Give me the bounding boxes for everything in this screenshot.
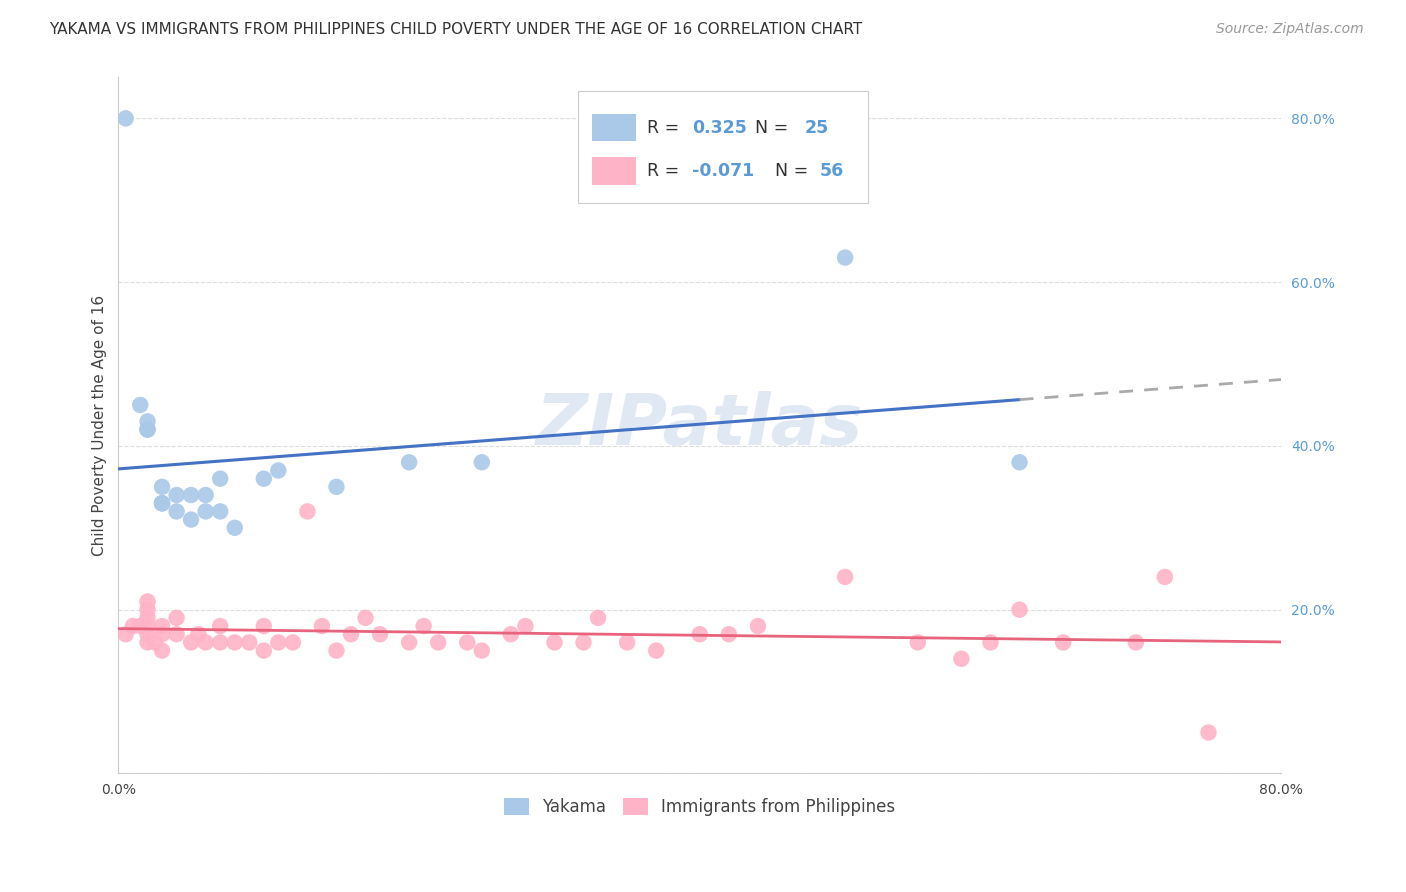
- Point: [543, 635, 565, 649]
- Point: [166, 611, 188, 625]
- Point: [1008, 455, 1031, 469]
- Text: N =: N =: [744, 119, 794, 136]
- Point: [616, 635, 638, 649]
- Point: [150, 619, 173, 633]
- Point: [311, 619, 333, 633]
- Point: [150, 496, 173, 510]
- Point: [180, 513, 202, 527]
- Point: [209, 504, 232, 518]
- Point: [238, 635, 260, 649]
- Point: [1008, 602, 1031, 616]
- FancyBboxPatch shape: [592, 113, 636, 142]
- Point: [209, 619, 232, 633]
- Point: [136, 594, 159, 608]
- Point: [150, 643, 173, 657]
- Text: Source: ZipAtlas.com: Source: ZipAtlas.com: [1216, 22, 1364, 37]
- Point: [114, 112, 136, 126]
- Point: [150, 627, 173, 641]
- Point: [471, 455, 494, 469]
- FancyBboxPatch shape: [578, 91, 869, 202]
- Point: [645, 643, 668, 657]
- Text: ZIPatlas: ZIPatlas: [536, 391, 863, 460]
- Point: [150, 496, 173, 510]
- Point: [166, 488, 188, 502]
- Text: R =: R =: [648, 119, 685, 136]
- Point: [136, 611, 159, 625]
- Text: -0.071: -0.071: [692, 162, 754, 180]
- Point: [427, 635, 450, 649]
- Point: [224, 635, 246, 649]
- Point: [166, 627, 188, 641]
- Point: [398, 635, 420, 649]
- Y-axis label: Child Poverty Under the Age of 16: Child Poverty Under the Age of 16: [93, 295, 107, 556]
- Point: [834, 570, 856, 584]
- Point: [253, 643, 276, 657]
- Point: [150, 496, 173, 510]
- Point: [253, 619, 276, 633]
- Point: [180, 488, 202, 502]
- Point: [122, 619, 145, 633]
- Point: [950, 652, 973, 666]
- Point: [187, 627, 209, 641]
- Point: [398, 455, 420, 469]
- Point: [136, 619, 159, 633]
- Point: [586, 611, 609, 625]
- Point: [209, 635, 232, 649]
- Point: [1154, 570, 1177, 584]
- FancyBboxPatch shape: [592, 158, 636, 186]
- Point: [136, 635, 159, 649]
- Text: R =: R =: [648, 162, 685, 180]
- Point: [572, 635, 595, 649]
- Point: [194, 635, 217, 649]
- Point: [180, 635, 202, 649]
- Point: [136, 602, 159, 616]
- Point: [136, 423, 159, 437]
- Point: [412, 619, 434, 633]
- Point: [297, 504, 319, 518]
- Point: [1052, 635, 1074, 649]
- Point: [1198, 725, 1220, 739]
- Point: [340, 627, 363, 641]
- Point: [136, 423, 159, 437]
- Legend: Yakama, Immigrants from Philippines: Yakama, Immigrants from Philippines: [496, 789, 904, 824]
- Point: [515, 619, 537, 633]
- Point: [717, 627, 740, 641]
- Point: [150, 480, 173, 494]
- Point: [471, 643, 494, 657]
- Point: [267, 463, 290, 477]
- Point: [354, 611, 377, 625]
- Point: [325, 480, 347, 494]
- Point: [129, 398, 152, 412]
- Point: [253, 472, 276, 486]
- Point: [456, 635, 478, 649]
- Point: [166, 504, 188, 518]
- Point: [209, 472, 232, 486]
- Point: [1125, 635, 1147, 649]
- Point: [267, 635, 290, 649]
- Point: [114, 627, 136, 641]
- Text: 56: 56: [820, 162, 844, 180]
- Point: [143, 635, 166, 649]
- Text: N =: N =: [763, 162, 814, 180]
- Text: 25: 25: [804, 119, 828, 136]
- Point: [194, 488, 217, 502]
- Point: [979, 635, 1001, 649]
- Point: [325, 643, 347, 657]
- Point: [907, 635, 929, 649]
- Text: YAKAMA VS IMMIGRANTS FROM PHILIPPINES CHILD POVERTY UNDER THE AGE OF 16 CORRELAT: YAKAMA VS IMMIGRANTS FROM PHILIPPINES CH…: [49, 22, 862, 37]
- Point: [224, 521, 246, 535]
- Point: [281, 635, 304, 649]
- Point: [834, 251, 856, 265]
- Point: [499, 627, 522, 641]
- Point: [368, 627, 391, 641]
- Point: [136, 627, 159, 641]
- Point: [129, 619, 152, 633]
- Point: [689, 627, 711, 641]
- Point: [136, 414, 159, 428]
- Point: [747, 619, 769, 633]
- Text: 0.325: 0.325: [692, 119, 747, 136]
- Point: [194, 504, 217, 518]
